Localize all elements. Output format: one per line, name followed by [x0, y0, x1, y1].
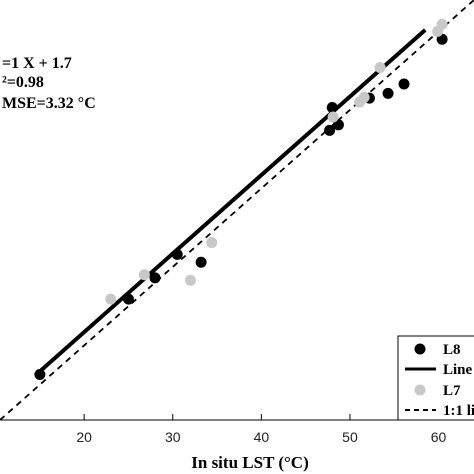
legend-l7-label: L7	[443, 383, 461, 399]
l8-point-2	[149, 272, 161, 284]
l7-point-4	[327, 111, 339, 123]
l8-point-4	[195, 256, 207, 268]
legend-line-label: Line	[443, 362, 473, 378]
l8-point-8	[382, 87, 394, 99]
axis-ticks: 20 30 40 50 60	[76, 414, 447, 445]
annotation-box: =1 X + 1.7 ²=0.98 MSE=3.32 °C	[2, 55, 96, 112]
r-squared-annotation: ²=0.98	[2, 74, 44, 91]
l7-point-8	[436, 18, 448, 30]
equation-annotation: =1 X + 1.7	[2, 55, 72, 72]
data-marks	[0, 0, 474, 421]
x-tick-label-20: 20	[76, 429, 92, 445]
l8-point-5	[324, 124, 336, 136]
legend-l8-marker	[414, 343, 426, 355]
x-tick-label-40: 40	[254, 429, 270, 445]
l7-point-2	[184, 274, 196, 286]
x-tick-label-30: 30	[165, 429, 181, 445]
legend: L8 Line L7 1:1 li	[397, 335, 474, 421]
l8-point-0	[34, 368, 46, 380]
x-tick-label-60: 60	[431, 429, 447, 445]
fit-line	[38, 28, 427, 373]
l8-point-9	[398, 78, 410, 90]
legend-l8-label: L8	[443, 342, 461, 358]
l7-point-9	[358, 91, 370, 103]
l7-point-3	[206, 237, 218, 249]
legend-l7-marker	[414, 384, 426, 396]
legend-dashed-label: 1:1 li	[443, 403, 474, 419]
x-axis-label: In situ LST (°C)	[191, 453, 309, 472]
l7-point-6	[374, 62, 386, 74]
x-tick-label-50: 50	[342, 429, 358, 445]
l8-point-3	[171, 248, 183, 260]
legend-box	[397, 335, 474, 421]
l7-point-0	[105, 293, 117, 305]
l8-point-11	[326, 102, 338, 114]
l7-point-1	[138, 269, 150, 281]
l8-point-6	[332, 119, 344, 131]
l8-point-1	[122, 293, 134, 305]
rmse-annotation: MSE=3.32 °C	[2, 95, 96, 112]
